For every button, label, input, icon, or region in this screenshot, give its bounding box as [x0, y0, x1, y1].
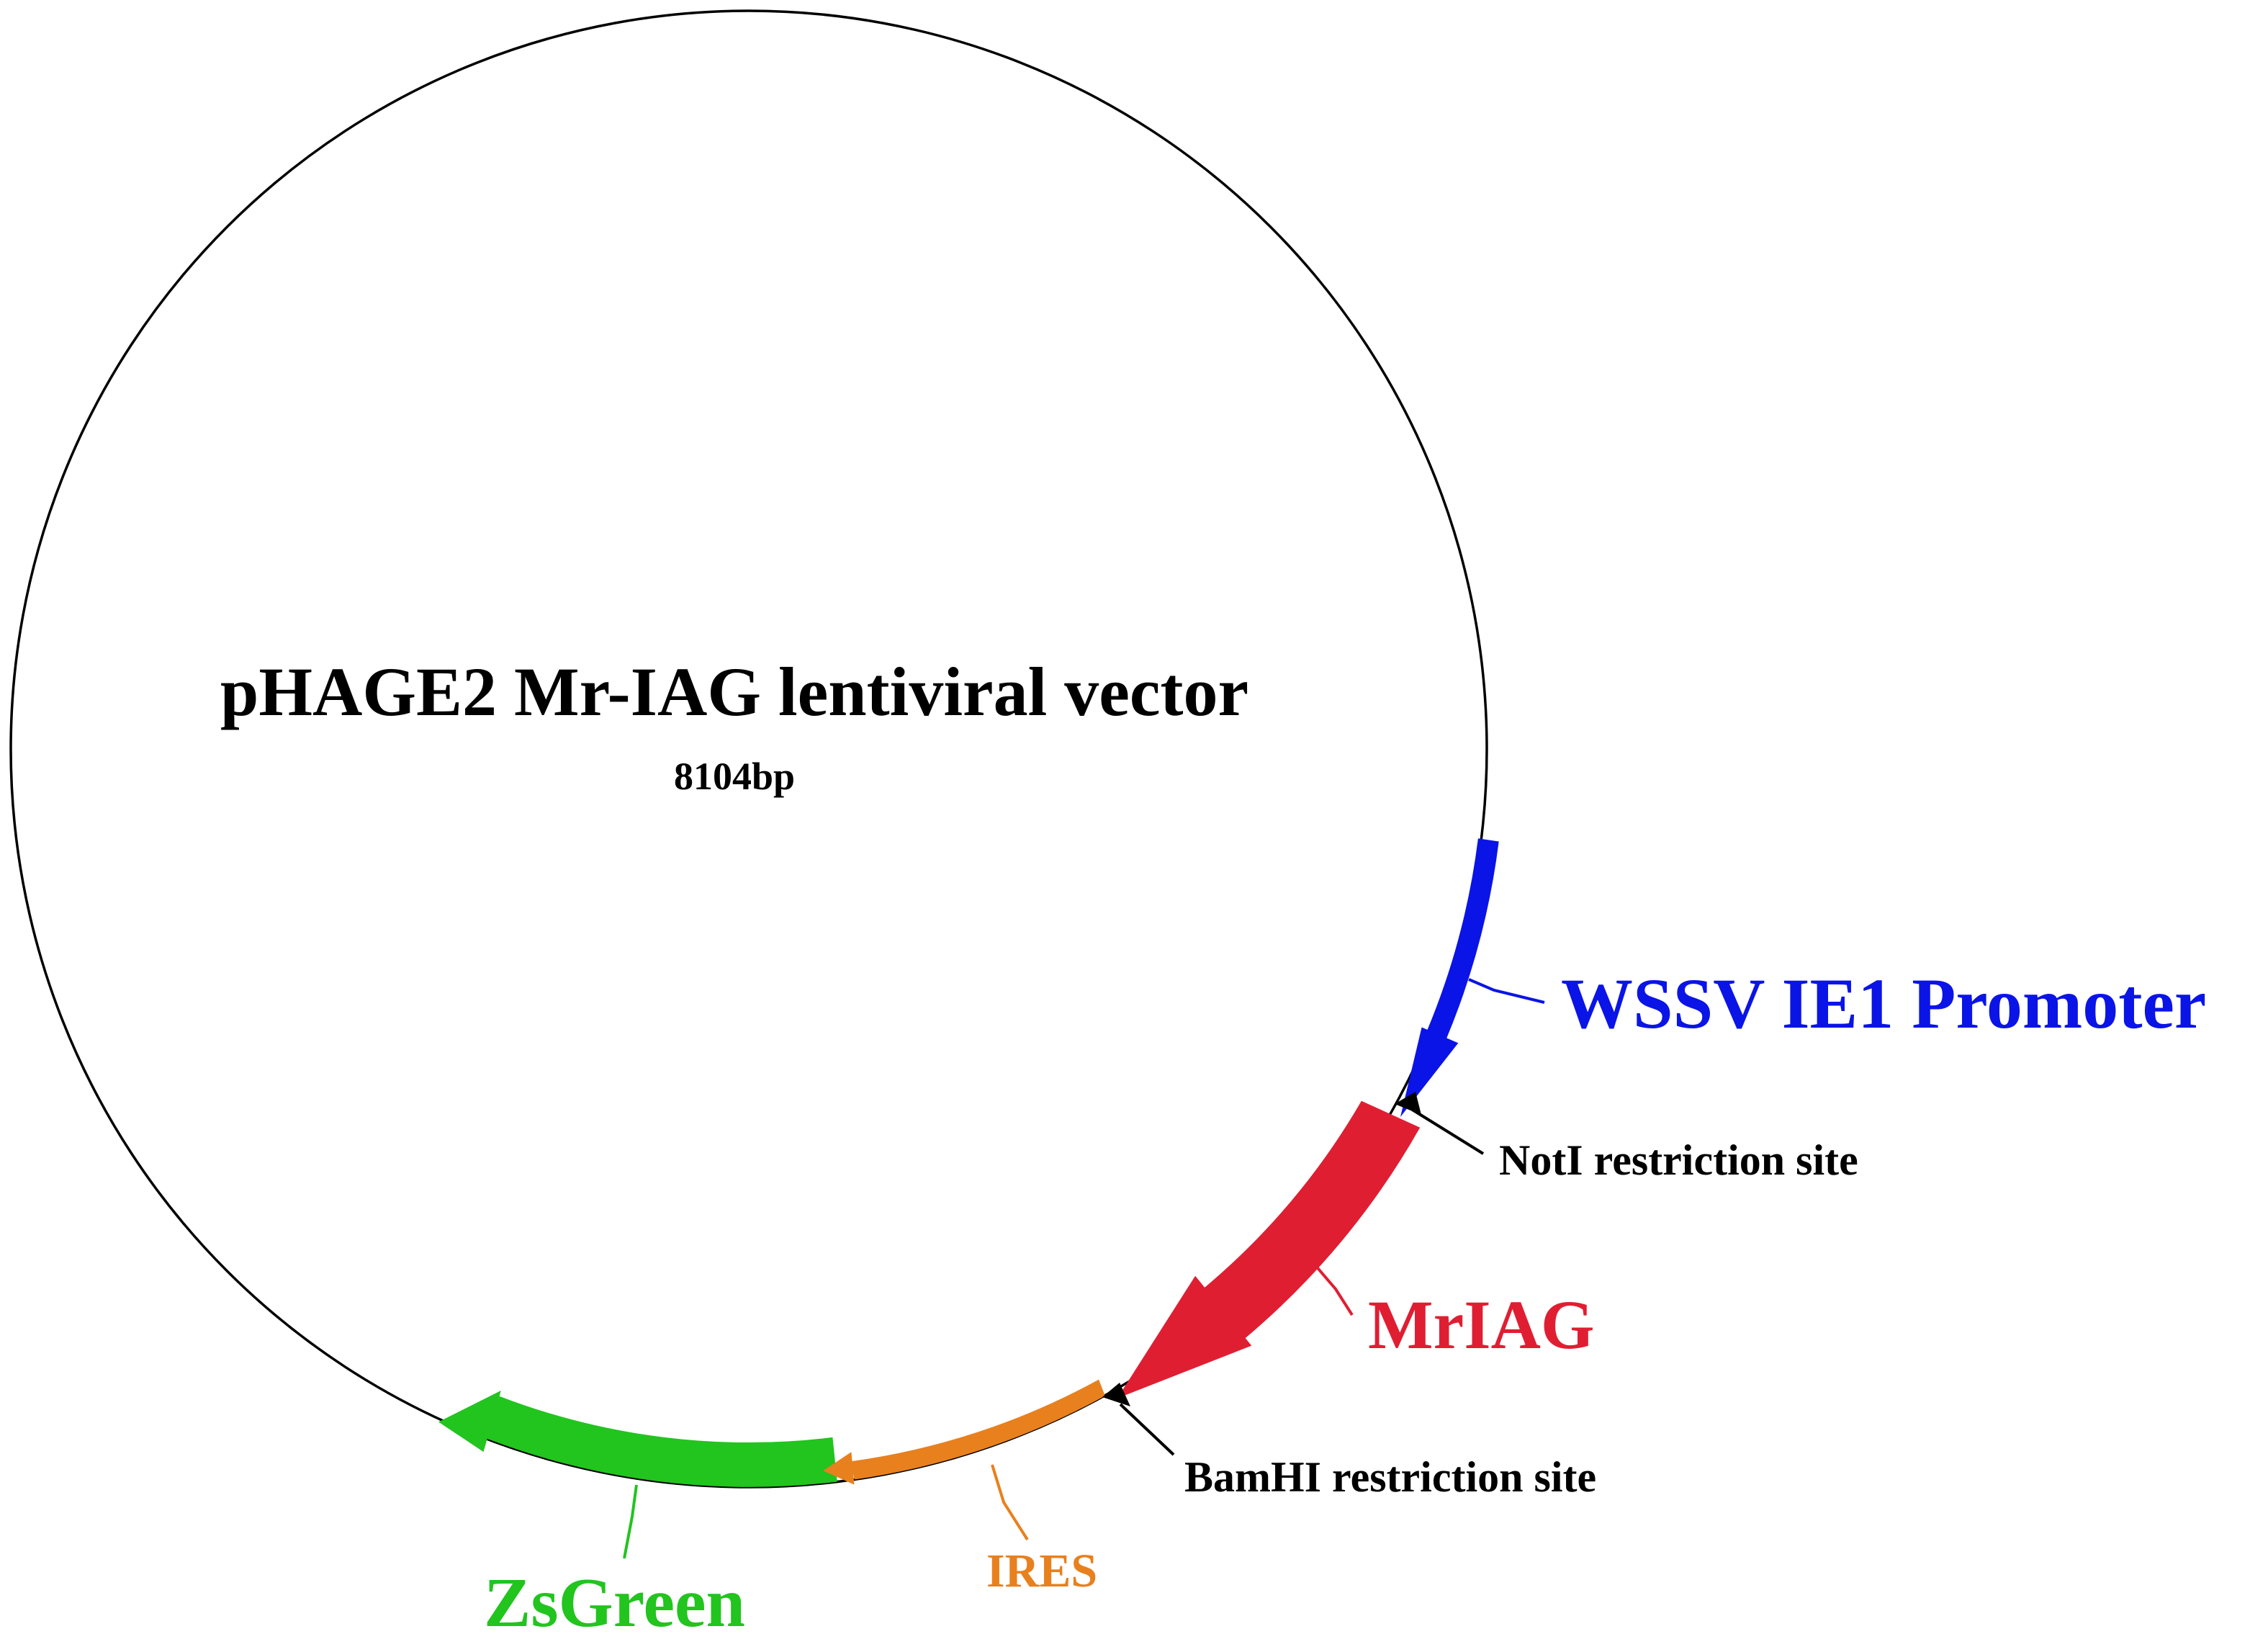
ires-label: IRES	[986, 1545, 1097, 1597]
feature-mriag	[1117, 1100, 1421, 1399]
feature-ires	[823, 1379, 1105, 1485]
zsgreen-arc	[487, 1396, 837, 1487]
mriag-arc	[1200, 1100, 1421, 1342]
mriag-leader-line	[1300, 1248, 1354, 1316]
noti-leader-line	[1410, 1108, 1485, 1155]
mriag-arrowhead	[1117, 1275, 1252, 1399]
plasmid-backbone	[9, 9, 1488, 1489]
noti-site-marker	[1395, 1092, 1421, 1115]
ires-arrowhead	[823, 1452, 855, 1485]
ires-arc	[850, 1379, 1105, 1480]
bamhi-leader-line	[1119, 1403, 1175, 1456]
promoter-label: WSSV IE1 Promoter	[1561, 964, 2206, 1043]
promoter-arc	[1427, 838, 1499, 1039]
bamhi-label: BamHI restriction site	[1184, 1453, 1596, 1501]
zsgreen-arrowhead	[438, 1391, 501, 1453]
plasmid-size: 8104bp	[674, 755, 795, 798]
bamhi-site-marker	[1102, 1383, 1130, 1406]
zsgreen-label: ZsGreen	[484, 1564, 745, 1634]
noti-label: NotI restriction site	[1499, 1136, 1858, 1184]
feature-promoter	[1400, 838, 1499, 1117]
promoter-leader-line	[1468, 978, 1545, 1004]
zsgreen-leader-line	[623, 1484, 638, 1559]
ires-leader-line	[991, 1464, 1029, 1541]
plasmid-title: pHAGE2 Mr-IAG lentiviral vector	[220, 653, 1248, 730]
feature-zsgreen	[438, 1391, 837, 1487]
mriag-label: MrIAG	[1368, 1286, 1595, 1363]
